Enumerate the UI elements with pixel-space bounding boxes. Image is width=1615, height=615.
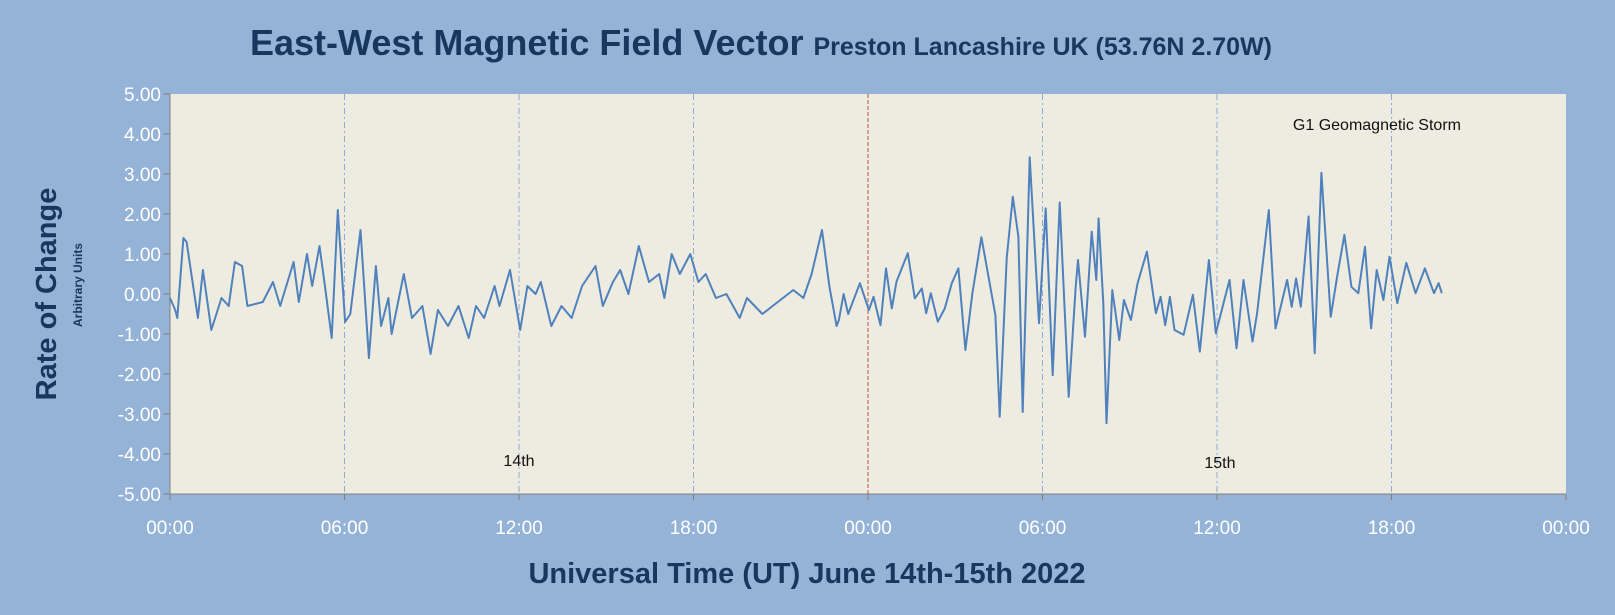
x-axis-title: Universal Time (UT) June 14th-15th 2022 <box>528 558 1085 590</box>
grid-lines <box>344 94 1392 494</box>
y-tick-label: -1.00 <box>118 325 161 346</box>
y-axis-units: Arbitrary Units <box>71 243 85 327</box>
y-tick-label: -5.00 <box>118 485 161 506</box>
y-tick-label: 0.00 <box>124 285 161 306</box>
x-tick-label: 12:00 <box>1193 518 1241 539</box>
chart-subtitle: Preston Lancashire UK (53.76N 2.70W) <box>814 33 1273 61</box>
x-tick-label: 00:00 <box>146 518 194 539</box>
x-tick-label: 00:00 <box>844 518 892 539</box>
x-tick-label: 18:00 <box>1368 518 1416 539</box>
x-tick-label: 06:00 <box>321 518 369 539</box>
chart-title-main: East-West Magnetic Field Vector <box>250 22 803 63</box>
y-tick-label: -2.00 <box>118 365 161 386</box>
y-tick-label: 5.00 <box>124 85 161 106</box>
chart-title: East-West Magnetic Field Vector Preston … <box>250 22 1272 63</box>
x-tick-label: 00:00 <box>1542 518 1590 539</box>
y-tick-label: 2.00 <box>124 205 161 226</box>
annotation-label: 14th <box>503 453 534 470</box>
y-tick-label: 1.00 <box>124 245 161 266</box>
x-axis: 00:00 06:00 12:00 18:00 00:00 06:00 12:00 18:00… <box>146 493 1590 539</box>
y-tick-label: -4.00 <box>118 445 161 466</box>
annotations: G1 Geomagnetic Storm 14th 15th <box>503 117 1461 472</box>
x-tick-label: 18:00 <box>670 518 718 539</box>
y-tick-label: 4.00 <box>124 125 161 146</box>
y-tick-label: 3.00 <box>124 165 161 186</box>
x-tick-label: 06:00 <box>1019 518 1067 539</box>
x-tick-label: 12:00 <box>495 518 543 539</box>
series-line <box>169 156 1443 425</box>
y-axis: 5.00 4.00 3.00 2.00 1.00 0.00 -1.00 -2.00 -3.00 -… <box>118 85 171 506</box>
annotation-label: 15th <box>1204 455 1235 472</box>
annotation-label: G1 Geomagnetic Storm <box>1293 117 1461 134</box>
y-tick-label: -3.00 <box>118 405 161 426</box>
y-axis-title: Rate of Change <box>31 188 63 401</box>
